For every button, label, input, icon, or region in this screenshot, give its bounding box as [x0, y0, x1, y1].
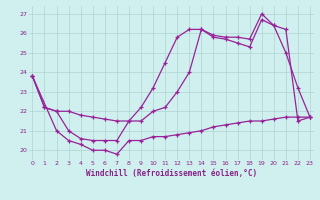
X-axis label: Windchill (Refroidissement éolien,°C): Windchill (Refroidissement éolien,°C)	[86, 169, 257, 178]
